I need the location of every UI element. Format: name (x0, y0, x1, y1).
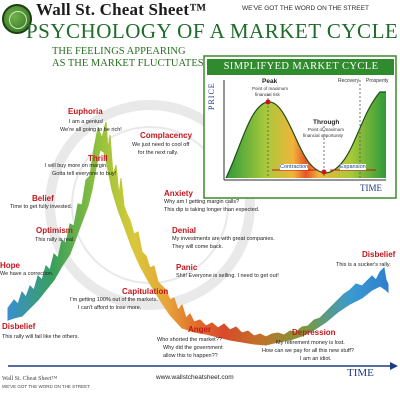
stage-thrill-line-2: Gotta tell everyone to buy! (52, 171, 117, 177)
time-axis-arrow-icon (390, 362, 398, 370)
inset-peak-text-2: financial risk (255, 92, 280, 97)
main-time-axis-label: TIME (347, 367, 374, 379)
footer-url-link[interactable]: www.wallstcheatsheet.com (156, 374, 234, 381)
stage-disbelief-right-title: Disbelief (362, 250, 396, 259)
stage-capitulation-line-2: I can't afford to lose more. (78, 305, 142, 311)
stage-panic-title: Panic (176, 263, 198, 272)
stage-denial-line-2: They will come back. (172, 244, 224, 250)
inset-price-label: PRICE (207, 82, 216, 110)
inset-peak-text-1: Point of maximum (252, 86, 289, 91)
footer-brand-tagline: WE'VE GOT THE WORD ON THE STREET (2, 384, 90, 389)
inset-contraction-label: Contraction (280, 164, 309, 170)
stage-optimism-line-1: This rally is real. (35, 237, 75, 243)
stage-belief-line-1: Time to get fully invested. (10, 204, 73, 210)
stage-euphoria-title: Euphoria (68, 107, 103, 116)
inset-cycle-curve (226, 92, 386, 178)
stage-anger-line-3: allow this to happen?? (163, 353, 218, 359)
stage-anxiety-line-1: Why am I getting margin calls? (164, 199, 240, 205)
stage-depression-line-2: How can we pay for all this new stuff? (262, 348, 354, 354)
stage-depression-line-3: I am an idiot. (300, 356, 332, 362)
stage-euphoria-line-2: We're all going to be rich! (60, 127, 122, 133)
inset-peak-title: Peak (262, 78, 278, 85)
stage-euphoria-line-1: I am a genius! (69, 119, 104, 125)
inset-time-label: TIME (360, 183, 382, 193)
stage-complacency-line-2: for the next rally. (138, 150, 179, 156)
stage-depression-line-1: My retirement money is lost. (276, 340, 345, 346)
inset-cycle-outline (225, 91, 386, 179)
inset-through-text-1: Point of maximum (308, 127, 345, 132)
stage-disbelief-right-line-1: This is a sucker's rally. (336, 262, 391, 268)
subtitle-line-1: THE FEELINGS APPEARING (52, 46, 186, 57)
subtitle-line-2: AS THE MARKET FLUCTUATES. (52, 58, 207, 69)
stage-capitulation-line-1: I'm getting 100% out of the markets. (70, 297, 158, 303)
inset-expansion-label: Expansion (340, 164, 366, 170)
stage-hope-title: Hope (0, 261, 20, 270)
brand-seal-icon (2, 4, 32, 34)
footer-brand-stamp: Wall St. Cheat Sheet™ (2, 376, 58, 382)
stage-complacency-title: Complacency (140, 131, 193, 140)
stage-belief-title: Belief (32, 194, 54, 203)
stage-complacency-line-1: We just need to cool off (132, 142, 190, 148)
stage-anger-title: Anger (188, 325, 212, 334)
stage-disbelief-left-line-1: This rally will fail like the others. (2, 334, 80, 340)
page-title: PSYCHOLOGY OF A MARKET CYCLE (26, 19, 399, 43)
inset-peak-marker (265, 99, 271, 105)
stage-denial-line-1: My investments are with great companies. (172, 236, 275, 242)
stage-hope-line-1: We have a correction. (0, 271, 54, 277)
stage-thrill-title: Thrill (88, 154, 108, 163)
stage-optimism-title: Optimism (36, 226, 73, 235)
stage-anxiety-line-2: This dip is taking longer than expected. (164, 207, 260, 213)
stage-disbelief-left-title: Disbelief (2, 322, 36, 331)
stage-anxiety-title: Anxiety (164, 189, 193, 198)
brand-name: Wall St. Cheat Sheet™ (36, 0, 207, 19)
inset-prosperity-label: Prosperity (366, 78, 389, 84)
stage-panic-line-1: Shit! Everyone is selling. I need to get… (176, 273, 279, 279)
stage-thrill-line-1: I will buy more on margin. (45, 163, 108, 169)
inset-recovery-label: Recovery (338, 78, 360, 84)
stage-capitulation-title: Capitulation (122, 287, 169, 296)
stage-anger-line-2: Why did the government (163, 345, 223, 351)
inset-title: SIMPLIFYED MARKET CYCLE (208, 59, 394, 75)
market-cycle-curve (7, 121, 389, 346)
stage-anger-line-1: Who shorted the market?? (157, 337, 222, 343)
brand-tagline: WE'VE GOT THE WORD ON THE STREET (242, 5, 369, 12)
inset-through-title: Through (313, 119, 340, 126)
stage-depression-title: Depression (292, 328, 336, 337)
inset-through-text-2: financial opportunity (303, 133, 344, 138)
stage-denial-title: Denial (172, 226, 197, 235)
inset-through-marker (321, 169, 327, 175)
